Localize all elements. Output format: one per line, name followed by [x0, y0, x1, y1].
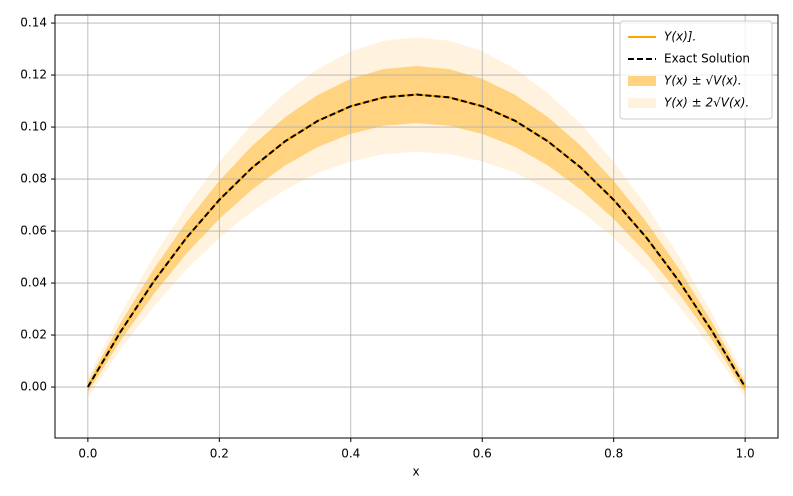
y-tick-label: 0.04	[20, 276, 47, 290]
line-series	[87, 93, 746, 388]
y-tick-label: 0.00	[20, 380, 47, 394]
y-tick-label: 0.08	[20, 172, 47, 186]
x-tick-label: 0.4	[341, 447, 360, 461]
plot-frame	[54, 14, 779, 439]
legend: Y(x)]. Exact Solution Y(x) ± √V(x). Y(x) ± …	[619, 20, 773, 120]
legend-box	[619, 20, 773, 120]
x-axis-label: x	[412, 465, 419, 479]
x-tick-label: 0.6	[473, 447, 492, 461]
legend-label: Y(x)].	[664, 30, 696, 44]
y-tick-label: 0.06	[20, 224, 47, 238]
legend-label: Y(x) ± 2√V(x).	[664, 96, 749, 110]
confidence-band	[87, 65, 746, 393]
y-tick-label: 0.10	[20, 120, 47, 134]
legend-label: Exact Solution	[664, 52, 750, 66]
x-tick-label: 0.0	[78, 447, 97, 461]
y-tick-label: 0.12	[20, 68, 47, 82]
x-tick-label: 1.0	[736, 447, 755, 461]
legend-swatch	[628, 76, 656, 86]
y-tick-label: 0.14	[20, 16, 47, 30]
y-tick-label: 0.02	[20, 328, 47, 342]
x-tick-label: 0.8	[604, 447, 623, 461]
legend-swatch	[628, 98, 656, 108]
legend-label: Y(x) ± √V(x).	[664, 74, 742, 88]
x-tick-label: 0.2	[210, 447, 229, 461]
